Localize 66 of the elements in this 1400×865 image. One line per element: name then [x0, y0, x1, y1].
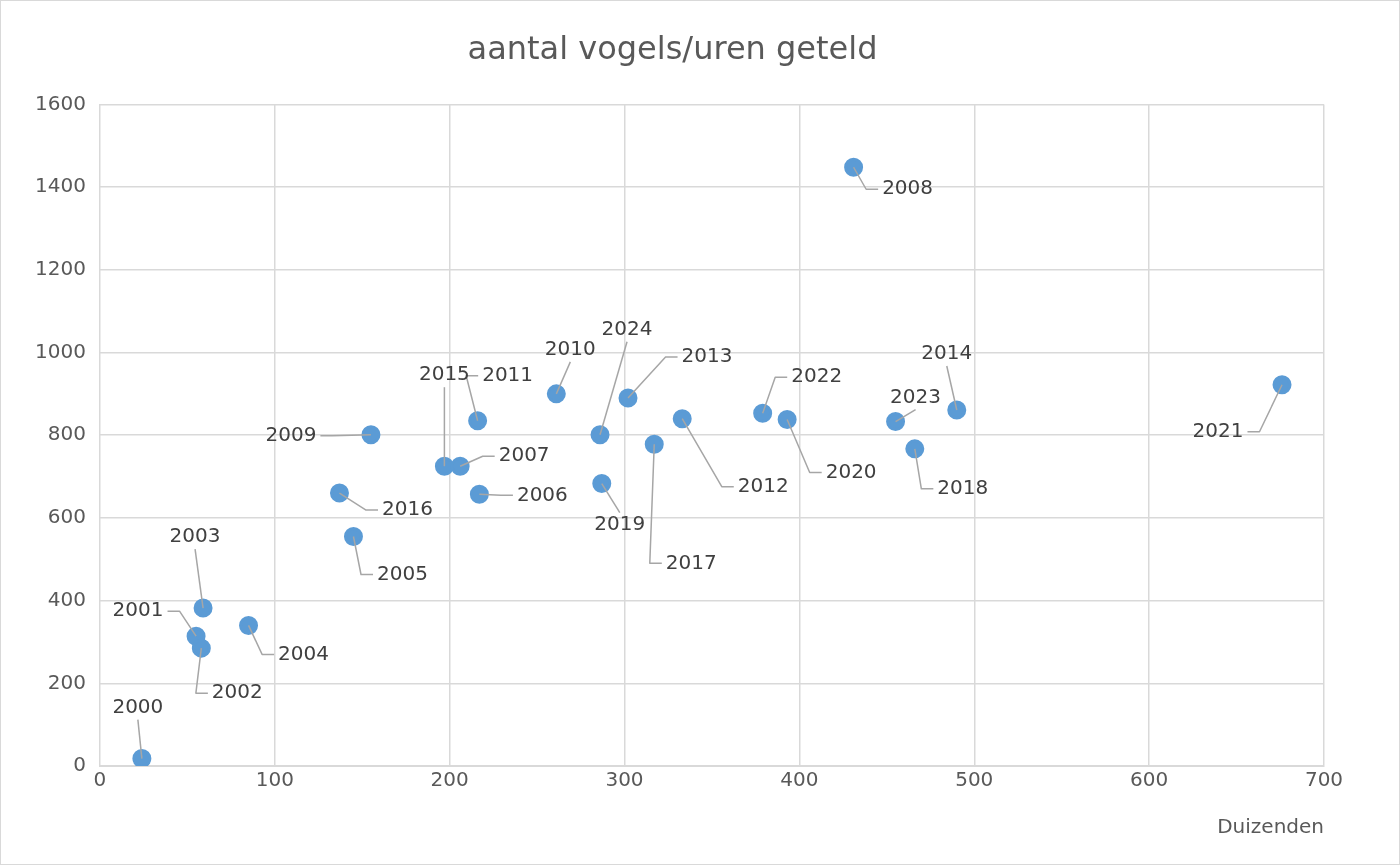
chart-title: aantal vogels/uren geteld: [467, 28, 878, 67]
x-tick-label: 300: [605, 767, 644, 792]
point: [132, 749, 152, 766]
point: [329, 483, 349, 503]
point: [193, 598, 213, 618]
x-tick-label: 0: [93, 767, 107, 792]
text: 2022: [791, 363, 843, 388]
point: [191, 638, 211, 658]
text: 2020: [825, 458, 877, 483]
point: [672, 409, 692, 429]
text: 2014: [921, 340, 973, 365]
text: 2002: [211, 679, 263, 704]
y-tick-label: 200: [47, 669, 86, 694]
text: 2011: [482, 361, 534, 386]
point: [618, 388, 638, 408]
text: 2018: [937, 475, 989, 500]
point: [468, 411, 488, 431]
y-tick-label: 1000: [34, 338, 86, 363]
point: [239, 615, 259, 635]
text: 2005: [377, 560, 428, 585]
point: [753, 403, 773, 423]
text: 2021: [1192, 417, 1244, 442]
text: 2017: [665, 549, 717, 574]
y-tick-label: 800: [47, 421, 86, 446]
y-tick-label: 1200: [34, 256, 86, 280]
point: [592, 474, 612, 494]
point: [361, 425, 381, 445]
y-tick-label: 400: [47, 586, 86, 611]
point: [844, 157, 864, 177]
point: [343, 527, 363, 547]
text: 2015: [418, 361, 470, 386]
point: [469, 484, 489, 504]
y-tick-label: 600: [47, 504, 86, 529]
point: [905, 439, 925, 459]
text: 2024: [601, 315, 653, 340]
point: [434, 456, 454, 476]
x-tick-label: 400: [780, 767, 819, 792]
text: 2009: [265, 421, 317, 446]
text: 2012: [737, 472, 789, 497]
text: 2023: [890, 383, 942, 408]
text: 2019: [594, 510, 646, 535]
text: 2008: [882, 175, 934, 200]
point: [1272, 375, 1292, 395]
point: [777, 409, 797, 429]
text: 2006: [516, 481, 568, 506]
x-tick-label: 500: [955, 767, 994, 792]
y-tick-label: 1400: [34, 173, 86, 198]
x-axis-title: Duizenden: [1217, 814, 1324, 839]
point: [947, 400, 967, 420]
point: [590, 425, 610, 445]
x-tick-label: 600: [1130, 767, 1169, 792]
x-tick-label: 700: [1304, 767, 1344, 792]
point: [546, 384, 566, 404]
text: 2007: [498, 442, 550, 467]
text: 2016: [382, 496, 433, 521]
text: 2010: [544, 336, 596, 361]
text: 2001: [112, 597, 164, 622]
text: 2000: [112, 693, 164, 718]
point: [886, 412, 906, 432]
text: 2004: [278, 640, 329, 665]
text: 2003: [169, 523, 221, 548]
x-tick-label: 100: [255, 767, 294, 792]
y-tick-label: 1600: [34, 90, 86, 115]
x-tick-label: 200: [430, 767, 469, 792]
text: 2013: [681, 343, 733, 368]
point: [644, 434, 664, 454]
